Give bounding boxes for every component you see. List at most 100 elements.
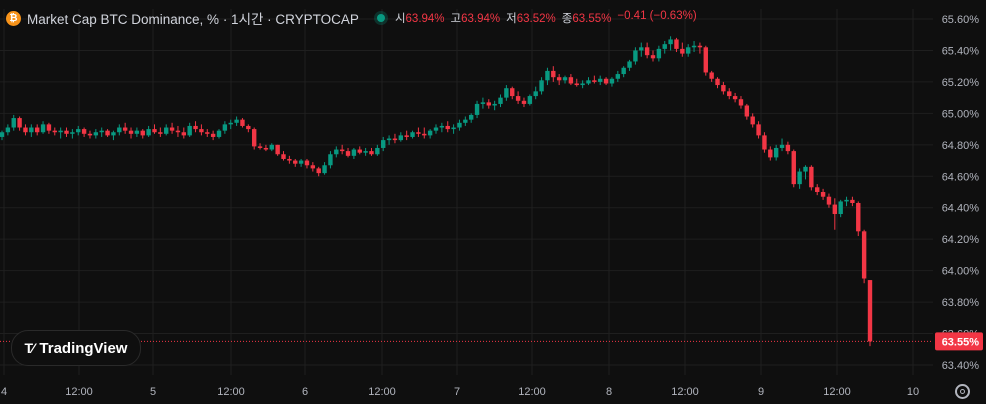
candle-body <box>334 149 339 155</box>
last-price-badge-bg <box>935 332 983 351</box>
market-status-icon[interactable] <box>376 14 385 22</box>
candle-body <box>169 127 175 131</box>
candle-body <box>768 149 773 158</box>
candle-body <box>703 47 708 73</box>
y-tick-label: 63.80% <box>942 297 980 309</box>
y-tick-label: 64.20% <box>942 234 980 246</box>
high-label: 고 <box>450 13 462 25</box>
tradingview-logo-icon: T⁄ <box>24 340 35 356</box>
last-price-badge: 63.55% <box>935 332 983 351</box>
candle-body <box>580 83 585 86</box>
candle-body <box>815 187 820 192</box>
close-value: 63.55% <box>572 13 612 25</box>
candle-body <box>398 135 404 141</box>
candle-body <box>298 160 304 164</box>
candle-body <box>468 114 474 120</box>
candle-body <box>551 70 556 78</box>
candle-body <box>709 72 714 79</box>
x-tick-label: 9 <box>758 386 764 398</box>
candle-body <box>861 231 867 279</box>
candle-body <box>474 103 480 115</box>
x-tick-label: 10 <box>907 386 919 398</box>
candle-body <box>93 132 99 136</box>
candle-body <box>404 135 409 137</box>
candle-body <box>193 125 198 130</box>
candle-body <box>545 70 550 81</box>
candle-body <box>492 103 497 106</box>
candles <box>0 36 873 347</box>
y-tick-label: 63.40% <box>942 360 980 372</box>
candle-body <box>11 118 16 128</box>
candle-body <box>228 122 233 125</box>
candle-body <box>715 78 720 86</box>
bitcoin-icon: ₿ <box>6 10 21 26</box>
candle-body <box>164 127 169 134</box>
candle-body <box>216 130 222 137</box>
gear-icon[interactable] <box>955 384 970 399</box>
candle-body <box>797 171 802 185</box>
candle-body <box>52 130 57 133</box>
candle-body <box>644 47 650 56</box>
candle-body <box>34 127 40 133</box>
candle-body <box>650 55 656 59</box>
low-value: 63.52% <box>516 13 556 25</box>
candle-body <box>81 129 87 134</box>
candle-body <box>756 124 761 136</box>
y-tick-label: 64.40% <box>942 203 980 215</box>
candle-body <box>316 168 321 174</box>
y-tick-label: 65.00% <box>942 108 980 120</box>
candle-body <box>263 147 269 150</box>
candle-body <box>533 91 538 97</box>
last-price-label: 63.55% <box>942 336 980 348</box>
candle-body <box>40 124 46 133</box>
x-tick-label: 12:00 <box>671 386 699 398</box>
candle-body <box>134 130 140 134</box>
candle-body <box>844 199 849 202</box>
candle-body <box>785 144 791 152</box>
price-axis[interactable]: 65.60% 65.40% 65.20% 65.00% 64.80% 64.60% 64.4… <box>942 14 980 372</box>
candle-body <box>486 102 491 106</box>
candle-body <box>146 129 151 136</box>
symbol-title[interactable]: Market Cap BTC Dominance, % · 1시간 · CRYP… <box>27 12 359 27</box>
candle-body <box>140 130 145 136</box>
candle-body <box>187 125 192 136</box>
candle-body <box>521 100 527 104</box>
chart-legend[interactable]: ₿ Market Cap BTC Dominance, % · 1시간 · CR… <box>6 8 697 28</box>
candle-body <box>515 96 521 101</box>
candle-body <box>539 80 544 92</box>
candle-body <box>111 132 116 136</box>
candle-body <box>826 196 832 205</box>
candle-body <box>603 78 609 84</box>
candle-body <box>592 80 597 82</box>
candle-body <box>427 130 433 136</box>
candle-body <box>5 127 11 133</box>
candle-body <box>234 119 239 123</box>
candle-body <box>70 132 75 134</box>
candle-body <box>627 61 632 68</box>
candle-body <box>615 74 621 79</box>
candle-body <box>304 160 310 166</box>
candle-body <box>685 47 691 54</box>
grid-lines <box>0 9 933 375</box>
open-label: 시 <box>394 13 406 25</box>
time-axis[interactable]: 4 12:00 5 12:00 6 12:00 7 12:00 8 12:00 9 12:00 10 <box>1 386 919 398</box>
candle-body <box>463 119 468 123</box>
open-value: 63.94% <box>405 13 445 25</box>
candle-body <box>639 47 644 51</box>
candle-body <box>205 132 210 134</box>
x-tick-label: 12:00 <box>65 386 93 398</box>
candle-body <box>562 77 568 81</box>
x-tick-label: 12:00 <box>518 386 546 398</box>
candle-body <box>339 149 345 152</box>
y-tick-label: 64.80% <box>942 140 980 152</box>
candle-body <box>609 78 615 84</box>
candle-body <box>838 201 843 215</box>
candle-body <box>451 127 456 130</box>
candle-body <box>293 160 298 164</box>
candle-body <box>117 127 122 133</box>
x-tick-label: 6 <box>302 386 308 398</box>
candle-body <box>23 127 28 133</box>
tradingview-logo[interactable]: T⁄ TradingView <box>11 330 141 366</box>
y-tick-label: 65.40% <box>942 45 980 57</box>
